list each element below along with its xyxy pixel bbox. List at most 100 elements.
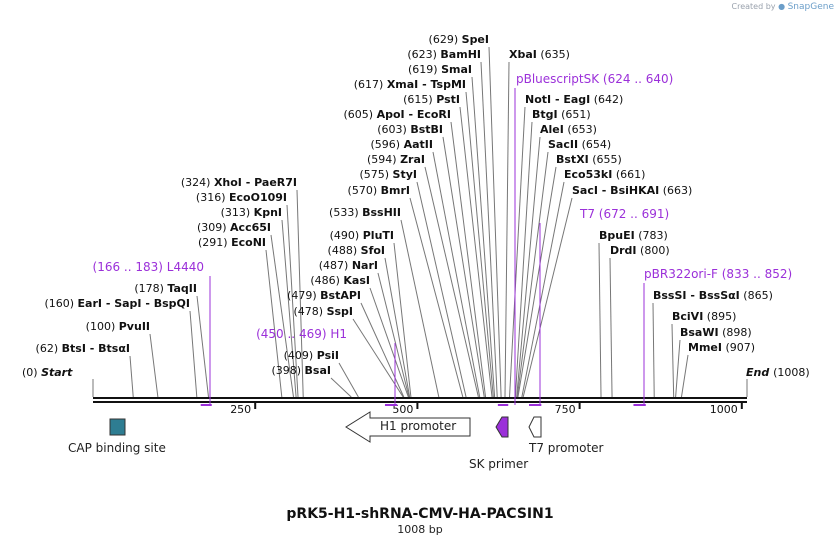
site-leader-styi: [416, 181, 467, 398]
site-label-bsawi[interactable]: BsaWI (898): [680, 326, 752, 339]
site-label-zrai[interactable]: (594) ZraI: [367, 153, 425, 166]
site-leader-acc65i: [270, 234, 294, 398]
site-leader-eari: [189, 310, 198, 398]
cap-binding-site-label: CAP binding site: [68, 441, 166, 455]
tick-1000: [740, 401, 743, 409]
sk-primer-label: SK primer: [469, 457, 529, 471]
primer-label-pbr322ori-f[interactable]: pBR322ori-F (833 .. 852): [644, 267, 792, 281]
site-label-spei[interactable]: (629) SpeI: [429, 33, 489, 46]
site-leader-bsssi: [652, 302, 655, 398]
site-leader-sfoi: [384, 257, 411, 398]
site-leader-xmai: [465, 91, 494, 398]
primer-label-l4440[interactable]: (166 .. 183) L4440: [93, 260, 204, 274]
site-leader-xhoi: [296, 189, 304, 398]
site-label-aatii[interactable]: (596) AatII: [371, 138, 433, 151]
site-leader-sspi: [352, 318, 404, 398]
site-label-bcivi[interactable]: BciVI (895): [672, 310, 736, 323]
site-label-sspi[interactable]: (478) SspI: [293, 305, 353, 318]
site-leader-btsi: [129, 355, 134, 398]
primer-label-h1[interactable]: (450 .. 469) H1: [256, 327, 347, 341]
snapgene-logo-icon: ●: [778, 2, 786, 11]
site-leader-lines: [129, 46, 689, 398]
site-label-psii[interactable]: (409) PsiI: [284, 349, 339, 362]
site-leader-bamhi: [480, 61, 498, 398]
site-label-btsi[interactable]: (62) BtsI - BtsαI: [36, 342, 130, 355]
h1-promoter-feature[interactable]: [345, 411, 471, 443]
primer-label-t7[interactable]: T7 (672 .. 691): [579, 207, 669, 221]
site-label-eari[interactable]: (160) EarI - SapI - BspQI: [44, 297, 190, 310]
end-labels: (0) Start End (1008): [22, 366, 810, 397]
site-leader-ecoo109i: [286, 204, 299, 398]
map-length: 1008 bp: [397, 523, 443, 536]
site-label-btgi[interactable]: BtgI (651): [532, 108, 591, 121]
site-label-bmri[interactable]: (570) BmrI: [348, 184, 410, 197]
site-label-eco53ki[interactable]: Eco53kI (661): [564, 168, 645, 181]
site-label-smai[interactable]: (619) SmaI: [408, 63, 472, 76]
start-label: (0) Start: [22, 366, 73, 379]
site-label-psti[interactable]: (615) PstI: [403, 93, 460, 106]
site-leader-pluti: [393, 242, 412, 398]
site-label-alei[interactable]: AleI (653): [540, 123, 597, 136]
site-label-drdi[interactable]: DrdI (800): [610, 244, 670, 257]
site-label-bsshii[interactable]: (533) BssHII: [329, 206, 401, 219]
brand-name: SnapGene: [787, 2, 834, 12]
tick-label-250: 250: [230, 403, 251, 416]
site-label-kpni[interactable]: (313) KpnI: [221, 206, 282, 219]
primer-label-pbluescriptsk[interactable]: pBluescriptSK (624 .. 640): [516, 72, 673, 86]
site-label-ecoo109i[interactable]: (316) EcoO109I: [196, 191, 287, 204]
tick-500: [416, 401, 419, 409]
site-leader-xbai: [504, 61, 510, 398]
site-label-pluti[interactable]: (490) PluTI: [330, 229, 394, 242]
t7-promoter-feature[interactable]: [528, 416, 542, 438]
brand-created-by: Created by: [731, 2, 776, 11]
site-label-bstbi[interactable]: (603) BstBI: [377, 123, 443, 136]
site-leader-bsai: [330, 377, 352, 398]
site-label-bstapi[interactable]: (479) BstAPI: [287, 289, 361, 302]
site-label-pvuii[interactable]: (100) PvuII: [86, 320, 150, 333]
tick-marks: 250 500 750 1000: [230, 401, 743, 416]
site-leader-noti: [509, 106, 526, 398]
site-label-apoi[interactable]: (605) ApoI - EcoRI: [343, 108, 451, 121]
snapgene-brand: Created by ● SnapGene: [732, 2, 835, 12]
site-label-bsssi[interactable]: BssSI - BssSαI (865): [653, 289, 773, 302]
site-label-bstxi[interactable]: BstXI (655): [556, 153, 622, 166]
site-leader-smai: [471, 76, 496, 398]
site-label-kasi[interactable]: (486) KasI: [310, 274, 370, 287]
site-label-styi[interactable]: (575) StyI: [359, 168, 417, 181]
site-leader-nari: [377, 272, 410, 398]
site-label-bsai[interactable]: (398) BsaI: [271, 364, 331, 377]
site-label-mmei[interactable]: MmeI (907): [688, 341, 755, 354]
site-label-noti[interactable]: NotI - EagI (642): [525, 93, 623, 106]
site-label-xbai[interactable]: XbaI (635): [509, 48, 570, 61]
site-leader-sacii: [516, 151, 549, 398]
site-label-sacii[interactable]: SacII (654): [548, 138, 611, 151]
site-label-nari[interactable]: (487) NarI: [319, 259, 378, 272]
site-leader-bpuei: [598, 242, 602, 398]
site-label-sfoi[interactable]: (488) SfoI: [328, 244, 385, 257]
site-label-bpuei[interactable]: BpuEI (783): [599, 229, 668, 242]
site-leader-pvuii: [149, 333, 159, 398]
site-label-saci[interactable]: SacI - BsiHKAI (663): [572, 184, 692, 197]
site-leader-mmei: [680, 354, 689, 398]
site-leader-psti: [459, 106, 493, 398]
site-leader-alei: [516, 136, 541, 398]
site-leader-drdi: [609, 257, 613, 398]
site-leader-bsshii: [400, 219, 440, 398]
site-label-acc65i[interactable]: (309) Acc65I: [197, 221, 271, 234]
site-label-xhoi[interactable]: (324) XhoI - PaeR7I: [181, 176, 297, 189]
site-leader-bsawi: [675, 339, 681, 398]
t7-promoter-label: T7 promoter: [529, 441, 604, 455]
sk-primer-feature[interactable]: [495, 416, 509, 438]
site-labels: (62) BtsI - BtsαI (100) PvuII (160) EarI -…: [36, 33, 793, 377]
cap-binding-site-feature[interactable]: [109, 418, 126, 436]
site-label-taqii[interactable]: (178) TaqII: [134, 282, 197, 295]
site-leader-aatii: [432, 151, 481, 398]
site-leader-btgi: [514, 121, 533, 398]
site-label-xmai[interactable]: (617) XmaI - TspMI: [354, 78, 466, 91]
site-label-econi[interactable]: (291) EcoNI: [198, 236, 266, 249]
site-leader-kasi: [369, 287, 409, 398]
site-label-bamhi[interactable]: (623) BamHI: [407, 48, 481, 61]
site-leader-apoi: [450, 121, 487, 398]
tick-label-500: 500: [392, 403, 413, 416]
